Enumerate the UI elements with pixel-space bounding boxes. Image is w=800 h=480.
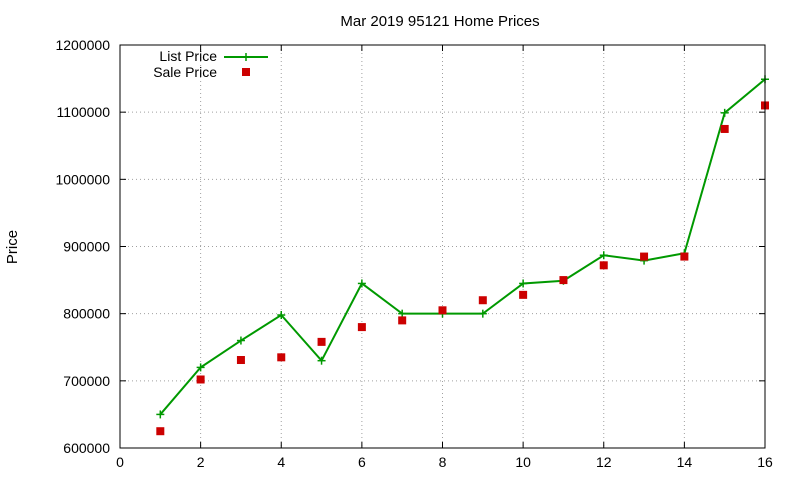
axes: 0 2 4 6 8 10 12 14 16 600000 700000 800000 900000 100…: [55, 37, 773, 470]
x-tick-label: 10: [515, 454, 531, 470]
plot-frame: [119, 44, 766, 449]
sale-price-point: [640, 252, 649, 261]
sale-price-point: [317, 337, 326, 346]
sale-price-point: [236, 356, 245, 365]
chart-title: Mar 2019 95121 Home Prices: [340, 13, 539, 30]
list-price-line: [159, 78, 766, 416]
y-axis-label: Price: [4, 230, 21, 264]
sale-price-point: [196, 375, 205, 384]
list-price-point: [277, 311, 286, 320]
sale-price-point: [599, 261, 608, 270]
list-price-point: [196, 363, 205, 372]
sale-price-point: [680, 252, 689, 261]
x-tick-label: 16: [757, 454, 773, 470]
y-tick-label: 1200000: [55, 37, 110, 53]
y-tick-label: 600000: [63, 440, 110, 456]
x-tick-label: 4: [277, 454, 285, 470]
legend-label-list-price: List Price: [159, 48, 217, 64]
sale-price-point: [277, 353, 286, 362]
y-tick-label: 900000: [63, 239, 110, 255]
legend-label-sale-price: Sale Price: [153, 64, 217, 80]
list-price-point: [357, 279, 366, 288]
list-price-point: [236, 336, 245, 345]
sale-price-point: [559, 276, 568, 285]
grid-lines: [120, 45, 765, 448]
legend-swatch-sale-price: [242, 68, 250, 76]
x-tick-label: 6: [358, 454, 366, 470]
list-price-point: [156, 410, 165, 419]
list-price-point: [317, 356, 326, 365]
x-tick-label: 14: [677, 454, 693, 470]
sale-price-point: [519, 290, 528, 299]
sale-price-point: [720, 124, 729, 133]
y-tick-label: 700000: [63, 373, 110, 389]
x-tick-label: 12: [596, 454, 612, 470]
list-price-point: [478, 309, 487, 318]
list-price-point: [720, 108, 729, 117]
sale-price-point: [478, 296, 487, 305]
sale-price-point: [438, 306, 447, 315]
legend: List Price Sale Price: [153, 48, 268, 80]
y-tick-label: 800000: [63, 306, 110, 322]
y-tick-label: 1000000: [55, 171, 110, 187]
y-tick-label: 1100000: [57, 104, 111, 120]
x-tick-label: 2: [197, 454, 205, 470]
sale-price-point: [357, 323, 366, 332]
list-price-point: [398, 309, 407, 318]
sale-price-point: [156, 427, 165, 436]
list-price-point: [519, 279, 528, 288]
x-tick-label: 0: [116, 454, 124, 470]
x-tick-label: 8: [439, 454, 447, 470]
list-price-point: [599, 251, 608, 260]
sale-price-point: [398, 316, 407, 325]
legend-marker-list-price: [242, 53, 250, 61]
